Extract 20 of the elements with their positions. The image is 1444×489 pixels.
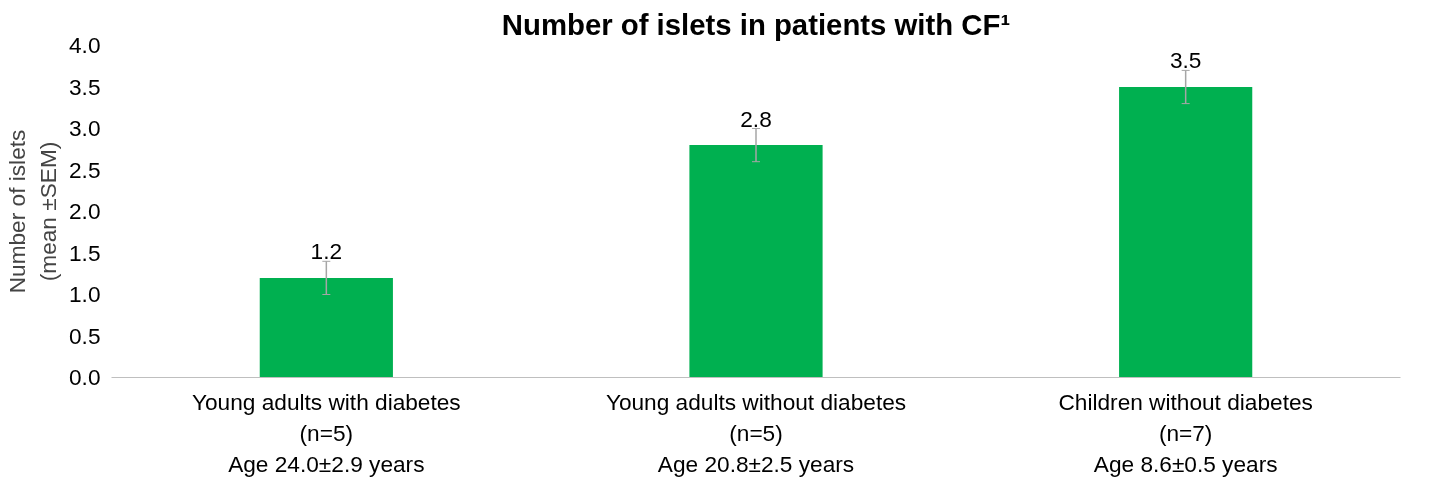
data-label: 3.5 [1169,47,1202,74]
data-label: 1.2 [310,238,343,265]
chart-title: Number of islets in patients with CF¹ [501,7,1011,41]
x-tick-label: Young adults without diabetes (n=5) Age 20.8±2.5 years [605,388,907,477]
y-tick-label: 1.5 [69,239,101,266]
data-label: 2.8 [740,105,772,132]
y-tick-label: 1.0 [69,281,101,307]
bar [1119,87,1253,378]
bar [689,145,823,378]
y-axis-title: Number of islets (mean ±SEM) [3,129,61,294]
x-tick-label: Young adults with diabetes (n=5) Age 24.0±2.9 years [191,388,461,477]
y-tick-label: 0.0 [69,364,101,390]
y-tick-label: 3.0 [69,115,101,141]
y-tick-label: 0.5 [69,322,101,349]
y-tick-label: 2.5 [69,156,101,183]
y-tick-label: 4.0 [69,32,101,58]
y-tick-label: 2.0 [69,198,101,224]
x-tick-label: Children without diabetes (n=7) Age 8.6±0.5 years [1058,388,1313,477]
bar [259,277,393,378]
y-tick-label: 3.5 [69,73,101,100]
